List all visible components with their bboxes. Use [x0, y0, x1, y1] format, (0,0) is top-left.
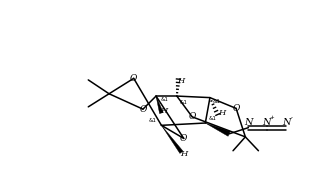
Text: O: O [232, 104, 240, 113]
Text: &1: &1 [161, 97, 169, 102]
Text: H: H [160, 108, 167, 116]
Text: H: H [177, 77, 184, 85]
Text: N: N [263, 118, 271, 127]
Text: &1: &1 [149, 118, 157, 123]
Text: +: + [269, 115, 274, 120]
Polygon shape [161, 125, 183, 153]
Polygon shape [205, 123, 230, 136]
Text: H: H [218, 109, 225, 117]
Polygon shape [156, 96, 163, 114]
Text: O: O [130, 74, 137, 83]
Text: H: H [180, 150, 187, 158]
Text: O: O [139, 105, 147, 114]
Text: -: - [290, 115, 293, 120]
Text: O: O [188, 112, 196, 121]
Text: &1: &1 [213, 99, 221, 104]
Text: N: N [244, 118, 253, 127]
Text: O: O [180, 134, 187, 143]
Text: &1: &1 [209, 116, 216, 121]
Text: N: N [282, 118, 290, 127]
Text: &1: &1 [180, 100, 188, 105]
